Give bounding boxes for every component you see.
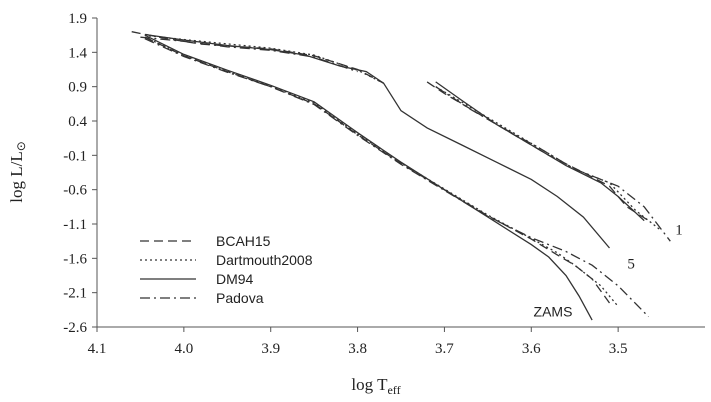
- series-line-dm94: [144, 34, 593, 321]
- series-line-padova: [435, 86, 671, 242]
- legend-label: BCAH15: [216, 233, 271, 249]
- x-tick-label: 3.6: [522, 341, 541, 357]
- legend-label: Dartmouth2008: [216, 252, 313, 268]
- x-axis-label-sub: eff: [387, 383, 400, 397]
- series-curves: [131, 31, 671, 321]
- series-line-dartmouth2008: [149, 35, 384, 84]
- y-tick-label: 0.4: [68, 114, 87, 130]
- y-tick-label: 1.9: [68, 11, 87, 27]
- x-tick-label: 3.8: [348, 341, 367, 357]
- series-line-bcah15: [144, 36, 611, 304]
- axes: [96, 18, 705, 328]
- y-tick-label: -0.1: [63, 148, 87, 164]
- series-line-dm94: [144, 33, 610, 249]
- x-tick-label: 4.0: [174, 341, 193, 357]
- y-tick-label: -2.6: [63, 320, 87, 336]
- y-tick-label: 0.9: [68, 80, 87, 96]
- x-ticks: 4.1 4.0 3.9 3.8 3.7 3.6 3.5: [88, 327, 628, 357]
- y-tick-label: 1.4: [68, 45, 87, 61]
- legend-label: Padova: [216, 290, 264, 306]
- x-tick-label: 4.1: [88, 341, 107, 357]
- annotation-zams: ZAMS: [534, 304, 573, 320]
- x-tick-label: 3.9: [261, 341, 280, 357]
- y-ticks: 1.9 1.4 0.9 0.4 -0.1 -0.6 -1.1 -1.6 -2.1 -2.6: [63, 11, 97, 336]
- x-axis-label: log Teff: [351, 375, 400, 397]
- x-axis-label-main: log T: [351, 375, 388, 394]
- series-line-dm94: [435, 81, 645, 222]
- x-tick-label: 3.5: [609, 341, 628, 357]
- y-axis-label: log L/L⊙: [7, 141, 28, 203]
- x-tick-label: 3.7: [435, 341, 454, 357]
- annotation-1: 1: [675, 222, 683, 238]
- series-line-padova: [140, 36, 358, 73]
- y-axis-label-main: log L/L: [7, 151, 26, 202]
- y-axis-label-sub: ⊙: [14, 141, 28, 151]
- y-tick-label: -0.6: [63, 183, 87, 199]
- series-line-dartmouth2008: [144, 36, 619, 307]
- y-tick-label: -2.1: [63, 286, 87, 302]
- legend-label: DM94: [216, 271, 254, 287]
- y-tick-label: -1.6: [63, 251, 87, 267]
- annotation-5: 5: [627, 257, 635, 273]
- legend: BCAH15 Dartmouth2008 DM94 Padova: [140, 233, 313, 306]
- y-tick-label: -1.1: [63, 217, 87, 233]
- annotations: 1 5 ZAMS: [534, 222, 683, 319]
